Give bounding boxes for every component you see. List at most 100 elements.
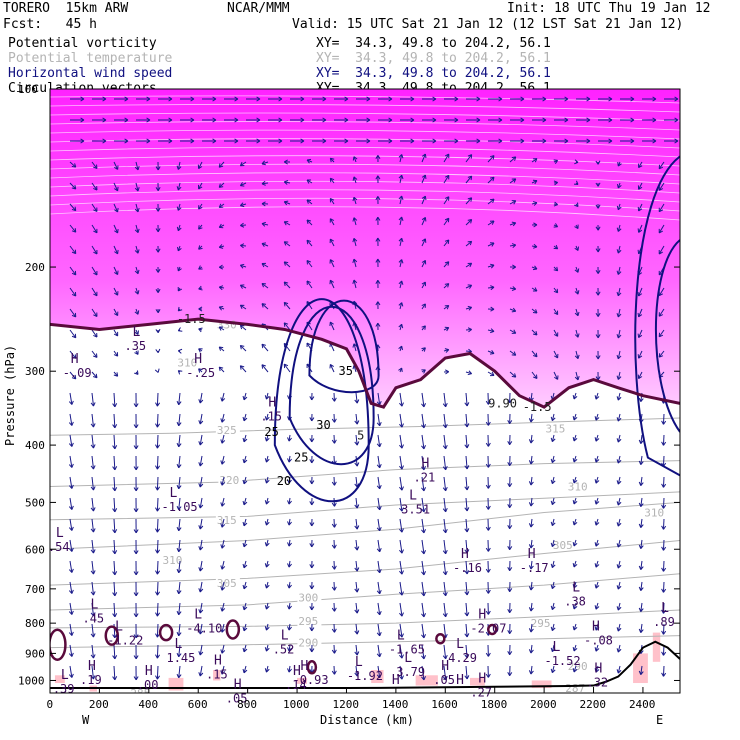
vector-head [375,155,381,160]
vector-head [376,484,382,490]
vector-shaft [91,539,94,554]
theta-label: 310 [568,481,588,494]
vector-shaft [91,665,94,680]
vector-head [264,668,270,673]
vector-shaft [377,392,381,405]
vector-shaft [91,287,98,297]
vector-shaft [113,308,119,316]
vector-head [168,117,173,123]
vector-head [354,399,360,404]
vector-shaft [595,434,599,442]
vector-shaft [465,262,472,268]
vector-head [176,505,182,511]
terrain-line [50,640,680,690]
vector-head [261,282,267,288]
vector-shaft [617,203,621,210]
vector-shaft [91,518,94,533]
vector-shaft [240,324,247,331]
vector-head [595,204,601,209]
vector-head [309,522,315,527]
vector-head [344,96,349,102]
vector-shaft [353,217,357,226]
vector-head [220,460,226,465]
hl-marker-value: -1.22 [107,634,143,648]
vector-shaft [595,581,599,589]
vector-shaft [662,476,665,488]
vector-head [220,418,226,423]
vector-shaft [595,623,599,631]
vector-shaft [178,560,181,573]
vector-shaft [399,195,403,205]
vector-head [617,162,622,167]
vector-head [261,242,267,248]
pv-shading [50,89,680,692]
vector-head [177,306,183,312]
vector-shaft [509,350,517,356]
vector-head [114,165,119,170]
vector-head [220,523,226,528]
vector-shaft [353,343,357,352]
vector-shaft [288,623,291,631]
theta-upper-line [50,95,680,104]
vector-shaft [551,434,555,442]
vector-head [674,96,679,102]
vector-shaft [443,602,447,617]
vector-shaft [595,476,599,484]
vector-head [467,197,473,202]
vector-shaft [69,287,77,297]
vector-head [133,592,139,597]
vector-shaft [551,665,555,673]
hl-marker-letter: H [478,607,486,622]
vector-head [218,326,224,331]
vector-shaft [113,602,116,617]
vector-head [399,612,404,617]
vector-shaft [221,560,225,570]
vector-shaft [306,199,313,205]
vector-shaft [421,413,425,429]
vector-shaft [575,350,579,359]
vector-head [68,610,74,615]
vector-shaft [573,560,577,568]
vector-head [278,96,283,102]
vector-head [240,243,245,249]
x-tick-label: 1600 [431,698,458,711]
vector-head [464,654,470,659]
vector-shaft [243,665,247,673]
vector-head [485,568,491,573]
vector-shaft [595,518,599,526]
vector-shaft [465,434,468,449]
vector-head [198,225,203,230]
vector-head [638,439,644,444]
vector-shaft [421,174,426,184]
vector-shaft [575,371,579,381]
vector-shaft [421,644,425,660]
vector-head [658,332,664,338]
vector-head [287,584,292,589]
vector-shaft [421,392,425,408]
vector-head [376,673,382,679]
vector-shaft [69,644,73,657]
vector-head [90,465,96,470]
vector-head [134,249,140,254]
vector-head [264,395,270,400]
x-tick-label: 800 [237,698,257,711]
theta-contour [50,573,680,611]
vector-head [616,522,622,527]
x-tick-label: 0 [47,698,54,711]
vector-head [329,177,335,183]
circulation-vectors [68,96,679,681]
vector-shaft [265,476,269,484]
vector-shaft [243,581,247,589]
vector-head [375,196,381,201]
vector-shaft [551,518,555,526]
vector-shaft [199,413,203,425]
vector-shaft [178,455,181,468]
vector-shaft [156,644,159,659]
vector-head [661,567,667,572]
vector-shaft [199,497,203,509]
vector-shaft [69,539,73,552]
vector-head [354,420,360,425]
vector-head [331,586,337,591]
vector-head [220,481,226,486]
